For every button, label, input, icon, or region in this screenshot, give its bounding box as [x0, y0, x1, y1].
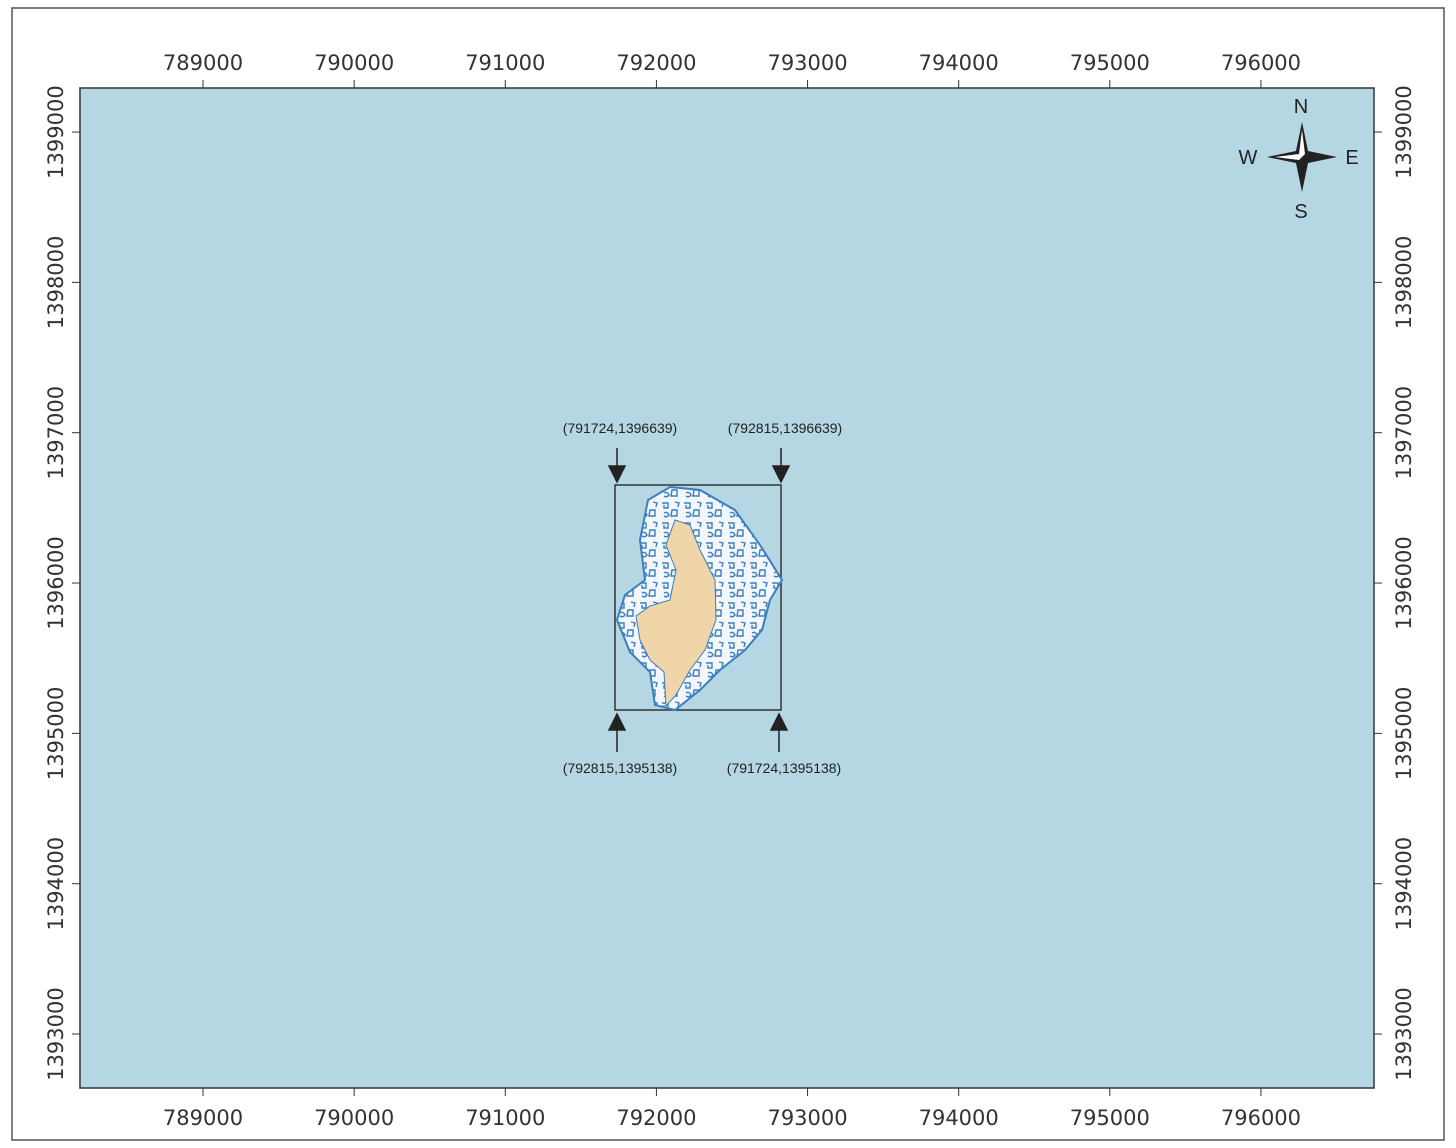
x-tick-label-bottom: 796000: [1221, 1106, 1301, 1130]
x-tick-label-top: 796000: [1221, 51, 1301, 75]
x-tick-label-bottom: 791000: [465, 1106, 545, 1130]
arrow-head: [769, 712, 789, 731]
y-tick-label-right: 1397000: [1392, 386, 1416, 480]
x-tick-label-top: 794000: [919, 51, 999, 75]
y-tick-label-left: 1395000: [44, 687, 68, 781]
corner-label: (791724,1395138): [727, 760, 841, 776]
corner-label: (792815,1395138): [563, 760, 677, 776]
compass-needle: [1299, 130, 1305, 157]
y-tick-label-left: 1394000: [44, 837, 68, 931]
y-tick-label-left: 1397000: [44, 386, 68, 480]
x-tick-label-bottom: 794000: [919, 1106, 999, 1130]
y-tick-label-left: 1399000: [44, 85, 68, 179]
compass-west: W: [1239, 147, 1258, 169]
corner-label: (791724,1396639): [563, 420, 677, 436]
y-tick-label-right: 1394000: [1392, 837, 1416, 931]
y-tick-label-right: 1398000: [1392, 236, 1416, 330]
arrow-head: [607, 465, 627, 484]
x-tick-label-top: 792000: [616, 51, 696, 75]
x-tick-label-bottom: 795000: [1070, 1106, 1150, 1130]
y-tick-label-right: 1396000: [1392, 536, 1416, 630]
x-tick-label-top: 790000: [314, 51, 394, 75]
compass-needle: [1275, 154, 1302, 160]
y-tick-label-left: 1396000: [44, 536, 68, 630]
x-tick-label-top: 795000: [1070, 51, 1150, 75]
y-tick-label-left: 1393000: [44, 987, 68, 1081]
x-tick-label-top: 789000: [163, 51, 243, 75]
x-tick-label-bottom: 792000: [616, 1106, 696, 1130]
corner-arrows: [607, 448, 791, 752]
study-area-box: [614, 484, 782, 711]
compass-east: E: [1345, 147, 1358, 169]
y-tick-label-right: 1399000: [1392, 85, 1416, 179]
x-tick-label-bottom: 790000: [314, 1106, 394, 1130]
corner-label: (792815,1396639): [728, 420, 842, 436]
compass-south: S: [1294, 201, 1307, 223]
compass: N S W E: [1239, 96, 1359, 223]
y-tick-label-right: 1393000: [1392, 987, 1416, 1081]
x-tick-label-top: 791000: [465, 51, 545, 75]
x-tick-label-bottom: 789000: [163, 1106, 243, 1130]
arrow-head: [771, 465, 791, 484]
y-tick-label-left: 1398000: [44, 236, 68, 330]
x-tick-label-bottom: 793000: [767, 1106, 847, 1130]
x-tick-label-top: 793000: [767, 51, 847, 75]
island-land: [635, 519, 717, 708]
arrow-head: [607, 712, 627, 731]
y-tick-label-right: 1395000: [1392, 687, 1416, 781]
compass-north: N: [1294, 96, 1308, 118]
